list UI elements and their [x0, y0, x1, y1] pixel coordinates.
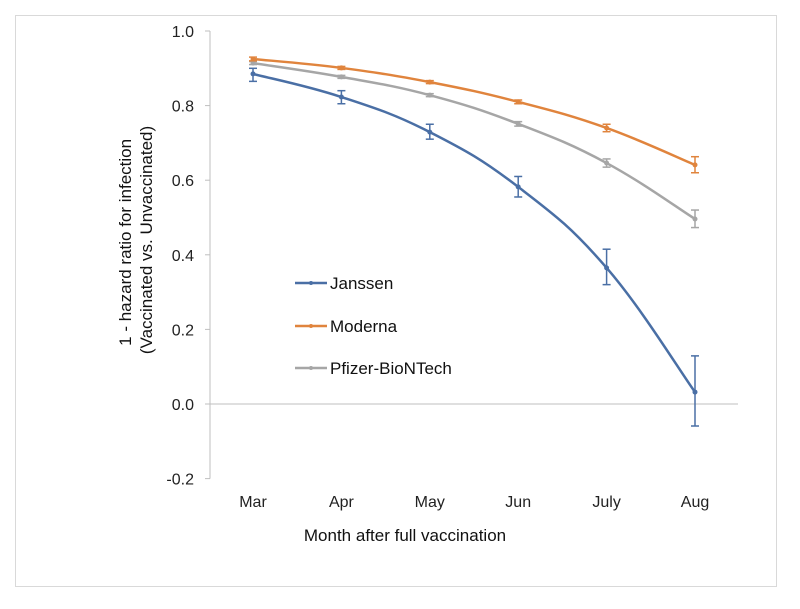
x-tick-label: Aug — [681, 494, 709, 511]
y-tick-label: 0.8 — [172, 99, 194, 116]
y-tick-label: 0.6 — [172, 173, 194, 190]
legend-item-pfizer-biontech: Pfizer-BioNTech — [295, 359, 452, 378]
series-line-moderna — [252, 57, 696, 167]
y-tick-label: 0.0 — [172, 397, 194, 414]
data-point — [427, 92, 433, 98]
x-tick-label: Mar — [239, 494, 267, 511]
x-axis-label: Month after full vaccination — [304, 526, 506, 545]
axes: -0.2 0.0 0.2 0.4 0.6 0.8 1.0 Mar Apr May Jun July Au… — [166, 24, 738, 511]
legend-item-moderna: Moderna — [295, 317, 398, 336]
data-point — [338, 74, 344, 80]
data-point — [692, 162, 698, 168]
y-tick-label: 0.2 — [172, 322, 194, 339]
y-tick-label: 1.0 — [172, 24, 194, 41]
data-point — [515, 121, 521, 127]
legend-label: Janssen — [330, 274, 393, 293]
legend-marker — [309, 324, 313, 328]
y-tick-label: -0.2 — [166, 472, 194, 489]
data-point — [692, 389, 698, 395]
data-point — [338, 94, 344, 100]
x-tick-label: Jun — [505, 494, 531, 511]
series-layer — [249, 56, 699, 427]
legend: Janssen Moderna Pfizer-BioNTech — [295, 274, 452, 378]
legend-label: Pfizer-BioNTech — [330, 359, 452, 378]
x-tick-label: Apr — [329, 494, 355, 511]
chart-frame — [15, 15, 777, 587]
data-point — [692, 216, 698, 222]
x-tick-label: July — [592, 494, 620, 511]
y-axis-label: 1 - hazard ratio for infection (Vaccinat… — [116, 126, 156, 354]
series-line-pfizer-biontech — [252, 61, 696, 221]
legend-marker — [309, 281, 313, 285]
data-point — [515, 184, 521, 190]
data-point — [250, 56, 256, 62]
y-axis-label-line-1: 1 - hazard ratio for infection — [116, 139, 135, 346]
data-point — [427, 79, 433, 85]
data-point — [604, 160, 610, 166]
legend-marker — [309, 366, 313, 370]
series-moderna — [249, 56, 699, 174]
data-point — [604, 125, 610, 131]
series-line-janssen — [252, 72, 697, 393]
data-point — [338, 65, 344, 71]
legend-label: Moderna — [330, 317, 398, 336]
data-point — [604, 265, 610, 271]
data-point — [250, 60, 256, 66]
data-point — [515, 99, 521, 105]
legend-item-janssen: Janssen — [295, 274, 393, 293]
series-pfizer-biontech — [249, 60, 699, 229]
x-tick-label: May — [415, 494, 445, 511]
series-janssen — [249, 67, 699, 427]
data-point — [427, 129, 433, 135]
y-tick-label: 0.4 — [172, 248, 194, 265]
data-point — [250, 71, 256, 77]
y-axis-label-line-2: (Vaccinated vs. Unvaccinated) — [137, 126, 156, 354]
